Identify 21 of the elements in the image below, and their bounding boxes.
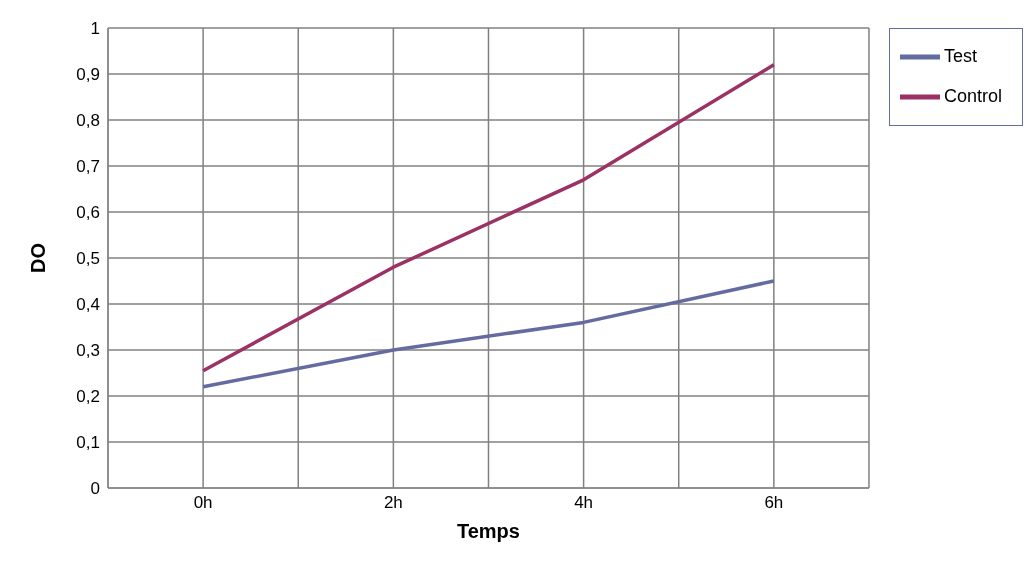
y-tick-label: 0,8: [76, 111, 100, 131]
y-tick-label: 0,2: [76, 387, 100, 407]
y-tick-label: 0: [90, 479, 100, 499]
x-axis-title: Temps: [456, 520, 520, 542]
y-tick-label: 0,7: [76, 157, 100, 177]
y-tick-label: 0,4: [76, 295, 100, 315]
y-tick-label: 1: [90, 19, 100, 39]
legend-label: Control: [943, 85, 1002, 106]
y-tick-label: 0,5: [76, 249, 100, 269]
line-series: [201, 63, 776, 373]
x-tick-label: 2h: [383, 493, 403, 513]
legend-label: Test: [943, 45, 977, 66]
y-tick-label: 0,9: [76, 65, 100, 85]
y-tick-label: 0,1: [76, 433, 100, 453]
y-tick-label: 0,3: [76, 341, 100, 361]
x-tick-label: 4h: [574, 493, 594, 513]
x-tick-label: 0h: [193, 493, 213, 513]
y-axis-title: DO: [27, 243, 50, 273]
x-tick-label: 6h: [764, 493, 784, 513]
line-series: [201, 279, 776, 389]
y-tick-label: 0,6: [76, 203, 100, 223]
